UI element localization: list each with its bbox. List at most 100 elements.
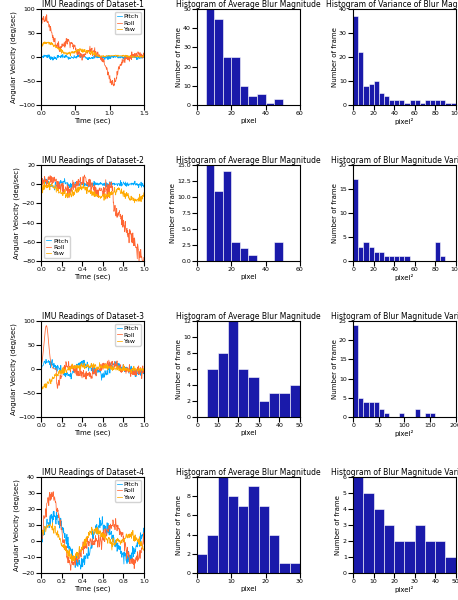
Bar xyxy=(353,16,358,105)
Yaw xyxy=(38,186,44,193)
Legend: Pitch, Roll, Yaw: Pitch, Roll, Yaw xyxy=(44,236,70,258)
Bar xyxy=(248,255,257,261)
Line: Pitch: Pitch xyxy=(41,178,144,191)
Bar xyxy=(389,256,394,261)
Pitch xyxy=(43,356,49,363)
Line: Yaw: Yaw xyxy=(41,42,144,58)
Bar xyxy=(425,413,430,417)
Yaw xyxy=(38,532,44,539)
Bar xyxy=(394,541,404,573)
Line: Pitch: Pitch xyxy=(41,511,144,569)
Bar xyxy=(207,535,218,573)
Yaw xyxy=(132,532,138,539)
Bar xyxy=(425,541,435,573)
X-axis label: Time (sec): Time (sec) xyxy=(74,118,111,124)
Line: Roll: Roll xyxy=(41,326,144,388)
Roll xyxy=(39,185,44,193)
Pitch xyxy=(141,54,147,61)
Bar xyxy=(425,100,430,105)
Roll xyxy=(102,361,108,368)
Title: IMU Readings of Dataset-3: IMU Readings of Dataset-3 xyxy=(42,312,143,321)
Bar xyxy=(238,369,248,417)
Yaw xyxy=(38,382,44,389)
Roll xyxy=(38,362,44,369)
Bar xyxy=(369,401,374,417)
Roll xyxy=(99,188,105,195)
Title: IMU Readings of Dataset-2: IMU Readings of Dataset-2 xyxy=(42,156,143,165)
Yaw xyxy=(100,191,105,199)
Bar xyxy=(214,19,223,105)
Bar xyxy=(363,242,369,261)
Pitch xyxy=(132,550,138,557)
Bar xyxy=(248,487,259,573)
Pitch xyxy=(141,182,147,189)
Bar xyxy=(384,413,389,417)
Bar xyxy=(414,100,420,105)
Roll xyxy=(132,371,138,379)
Bar xyxy=(257,94,266,105)
Y-axis label: Number of frame: Number of frame xyxy=(170,183,176,243)
Bar xyxy=(248,377,259,417)
Yaw xyxy=(100,364,106,371)
Roll xyxy=(141,541,147,548)
Bar xyxy=(369,247,374,261)
Yaw xyxy=(125,367,131,374)
Bar xyxy=(384,95,389,105)
Title: Histogram of Average Blur Magnitude: Histogram of Average Blur Magnitude xyxy=(176,0,321,9)
Yaw xyxy=(50,519,55,526)
Roll xyxy=(141,260,146,268)
Pitch xyxy=(125,368,131,375)
Roll xyxy=(39,538,44,545)
Roll xyxy=(102,60,107,67)
Roll xyxy=(111,82,116,89)
Title: Histogram of Blur Magnitude Variance: Histogram of Blur Magnitude Variance xyxy=(331,312,458,321)
Bar xyxy=(363,401,369,417)
Bar xyxy=(379,409,384,417)
Yaw xyxy=(141,189,147,196)
Bar xyxy=(279,393,289,417)
Pitch xyxy=(100,53,105,61)
Pitch xyxy=(100,374,106,382)
Bar xyxy=(394,256,399,261)
X-axis label: pixel: pixel xyxy=(240,118,257,124)
Bar xyxy=(414,409,420,417)
X-axis label: pixel²: pixel² xyxy=(395,586,414,593)
Roll xyxy=(38,17,44,24)
Roll xyxy=(44,322,49,329)
Yaw xyxy=(99,52,105,59)
Roll xyxy=(125,553,131,560)
Yaw xyxy=(42,38,47,46)
Yaw xyxy=(39,386,44,393)
X-axis label: Time (sec): Time (sec) xyxy=(74,274,111,280)
Bar xyxy=(435,242,440,261)
Yaw xyxy=(132,53,138,61)
Yaw xyxy=(125,53,131,60)
Pitch xyxy=(100,182,105,189)
Bar xyxy=(374,81,379,105)
Title: Histogram of Average Blur Magnitude: Histogram of Average Blur Magnitude xyxy=(176,467,321,476)
Bar xyxy=(206,9,214,105)
Y-axis label: Number of frame: Number of frame xyxy=(332,339,338,399)
Pitch xyxy=(42,174,47,181)
Yaw xyxy=(39,530,44,538)
Y-axis label: Number of frame: Number of frame xyxy=(332,183,338,243)
Yaw xyxy=(132,196,138,203)
Roll xyxy=(39,17,44,25)
Bar xyxy=(289,385,300,417)
Pitch xyxy=(60,51,65,58)
Pitch xyxy=(78,566,83,573)
Roll xyxy=(102,538,108,545)
Bar xyxy=(248,95,257,105)
Bar xyxy=(446,557,456,573)
Bar xyxy=(435,541,446,573)
Pitch xyxy=(39,183,44,190)
Legend: Pitch, Roll, Yaw: Pitch, Roll, Yaw xyxy=(115,324,141,346)
Bar xyxy=(394,100,399,105)
Bar xyxy=(231,242,240,261)
Line: Yaw: Yaw xyxy=(41,362,144,389)
X-axis label: pixel: pixel xyxy=(240,274,257,280)
Pitch xyxy=(39,54,44,61)
Bar xyxy=(440,100,446,105)
Roll xyxy=(125,369,131,376)
Title: Histogram of Average Blur Magnitude: Histogram of Average Blur Magnitude xyxy=(176,156,321,165)
